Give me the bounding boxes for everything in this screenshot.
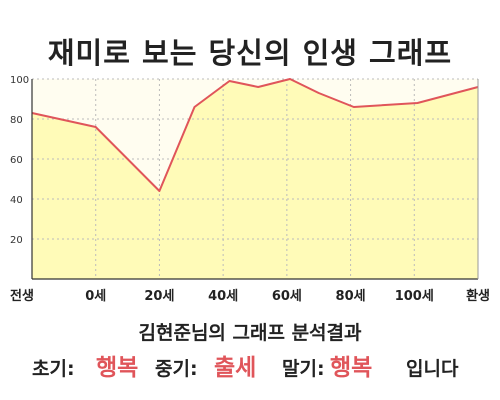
analysis-result: 초기: 행복 중기: 출세 말기: 행복 입니다	[0, 344, 500, 381]
x-tick-label: 40세	[208, 289, 238, 304]
area-fill	[32, 79, 478, 279]
x-tick-label: 전생	[10, 288, 34, 304]
x-tick-label: 20세	[144, 289, 174, 304]
analysis-summary: 김현준님의 그래프 분석결과	[138, 322, 362, 344]
y-tick-label: 100	[10, 75, 29, 86]
y-tick-label: 60	[10, 155, 23, 166]
y-tick-label: 20	[10, 235, 23, 246]
x-tick-label: 환생	[466, 288, 490, 304]
late-value: 행복	[330, 355, 373, 381]
x-tick-label: 100세	[395, 289, 434, 304]
y-tick-label: 80	[10, 115, 23, 126]
x-tick-label: 60세	[272, 289, 302, 304]
x-tick-label: 80세	[336, 289, 366, 304]
x-tick-label: 0세	[85, 289, 106, 304]
ending-text: 입니다	[406, 358, 459, 380]
late-label: 말기:	[282, 358, 325, 380]
series-line	[31, 78, 479, 192]
mid-value: 출세	[214, 355, 257, 381]
chart-title: 재미로 보는 당신의 인생 그래프	[47, 36, 453, 70]
mid-label: 중기:	[155, 358, 198, 380]
early-label: 초기:	[32, 358, 75, 380]
early-value: 행복	[96, 355, 139, 381]
y-tick-label: 40	[10, 195, 23, 206]
